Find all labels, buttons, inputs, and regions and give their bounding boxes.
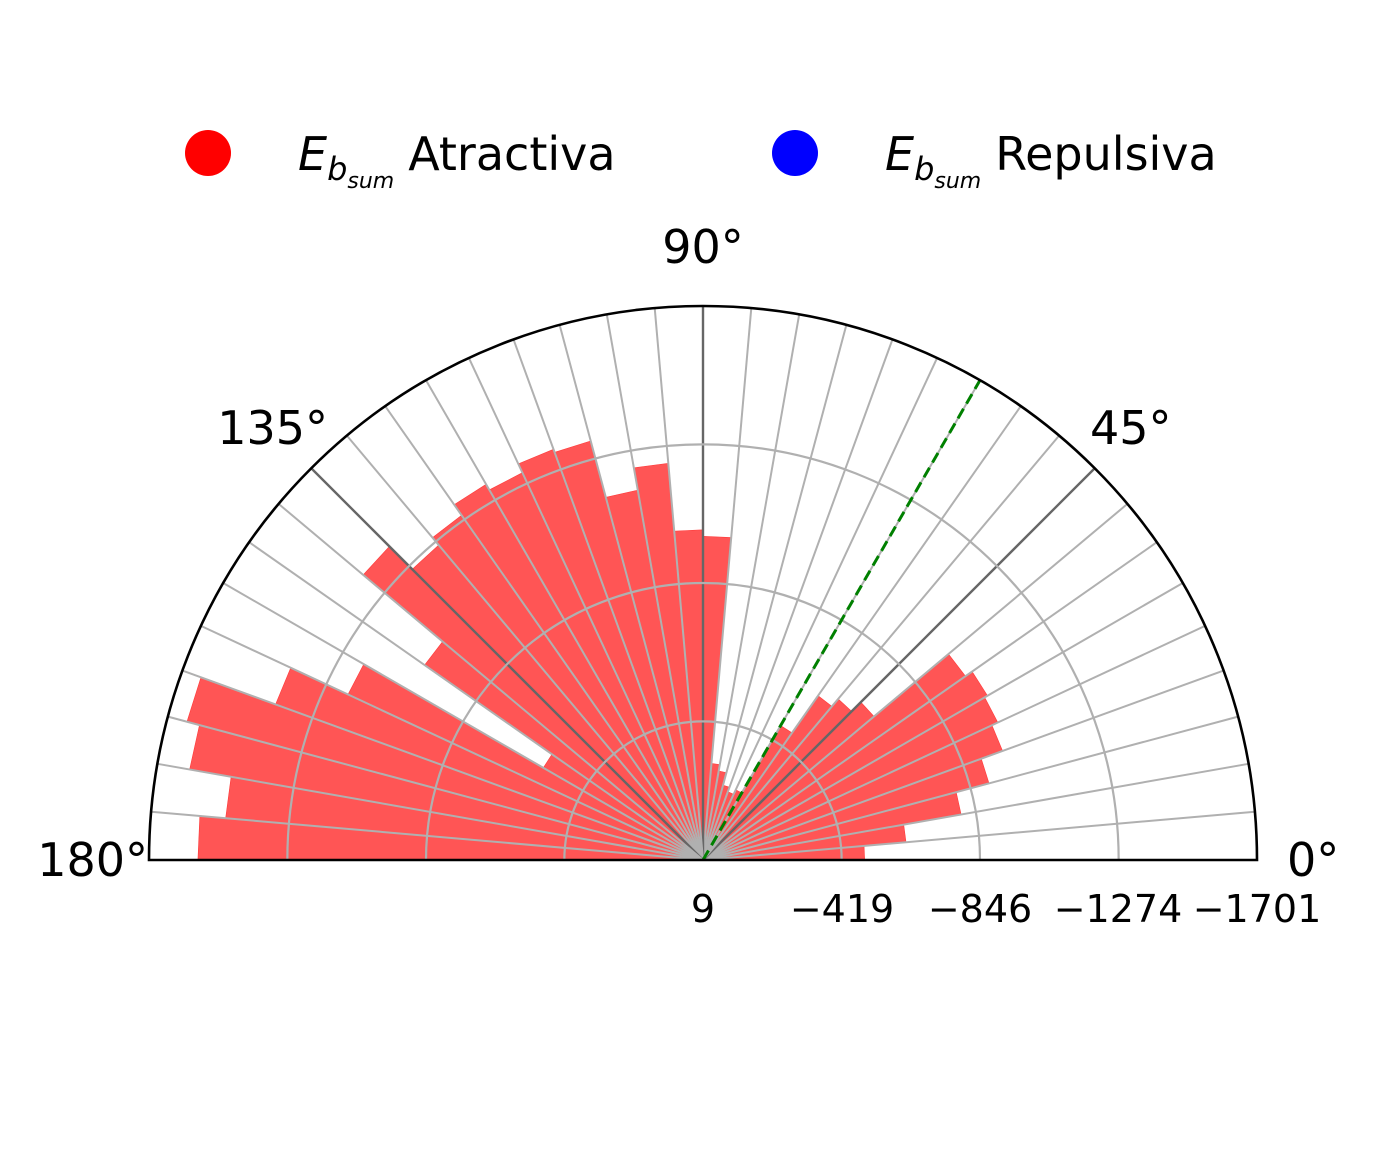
radial-tick-4: −1701 xyxy=(1193,887,1322,931)
theta-tick-135: 135° xyxy=(217,401,328,455)
grid-ring-1 xyxy=(563,720,843,861)
grid-ring-3 xyxy=(286,444,1120,861)
radial-tick-labels: 9 −419 −846 −1274 −1701 xyxy=(691,887,1321,931)
grid-layer xyxy=(151,306,1255,861)
reference-line xyxy=(701,379,982,861)
polar-frame xyxy=(147,304,1259,862)
legend: EbsumAtractiva EbsumRepulsiva xyxy=(185,127,1217,194)
radial-tick-3: −1274 xyxy=(1054,887,1183,931)
legend-label-atractiva: EbsumAtractiva xyxy=(298,127,616,194)
theta-tick-labels: 0° 45° 90° 135° 180° xyxy=(37,220,1339,887)
frame-layer xyxy=(147,304,1259,862)
radial-tick-2: −846 xyxy=(928,887,1032,931)
legend-marker-atractiva xyxy=(185,130,231,176)
grid-ring-2 xyxy=(424,581,982,861)
theta-tick-0: 0° xyxy=(1287,833,1339,887)
radial-tick-1: −419 xyxy=(790,887,894,931)
legend-label-repulsiva: EbsumRepulsiva xyxy=(885,127,1217,194)
legend-marker-repulsiva xyxy=(772,130,818,176)
radial-tick-0: 9 xyxy=(691,887,715,931)
theta-tick-180: 180° xyxy=(37,833,148,887)
theta-tick-90: 90° xyxy=(662,220,744,274)
theta-tick-45: 45° xyxy=(1090,401,1172,455)
